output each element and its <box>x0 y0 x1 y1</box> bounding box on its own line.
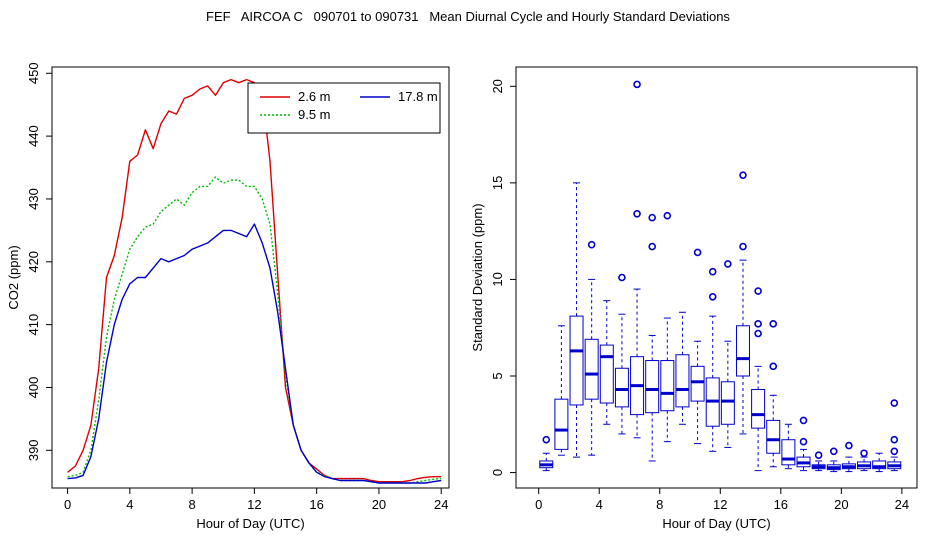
legend-label: 9.5 m <box>298 107 331 122</box>
line-chart-panel: 0 4 8 12 16 20 24 390 400 410 420 430 440 450 Hour of … <box>6 62 450 531</box>
sd-x-tick-label: 16 <box>774 497 788 512</box>
legend-label: 17.8 m <box>398 89 438 104</box>
series-line-9-5-m <box>67 176 442 484</box>
sd-y-tick-label: 0 <box>490 469 505 476</box>
box-outlier <box>663 211 672 220</box>
box-outlier <box>860 449 868 458</box>
box-outlier <box>739 171 747 179</box>
box-outlier <box>587 240 596 249</box>
box-iqr <box>569 315 584 406</box>
box-outlier <box>814 451 823 459</box>
box-iqr <box>599 344 614 404</box>
sd-x-tick-label: 12 <box>713 497 727 512</box>
co2-y-tick-label: 430 <box>26 188 41 210</box>
page-title: FEF AIRCOA C 090701 to 090731 Mean Diurn… <box>206 9 730 24</box>
co2-x-tick-label: 8 <box>189 497 196 512</box>
boxplot-panel: 0 4 8 12 16 20 24 0 5 10 15 20 Hour of Day (UTC) Stan… <box>470 66 918 531</box>
sd-x-tick-label: 24 <box>895 497 909 512</box>
box-outlier <box>618 273 626 282</box>
box-iqr <box>766 419 781 454</box>
box-outlier <box>890 399 899 407</box>
sd-x-tick-label: 20 <box>834 497 848 512</box>
box-outlier <box>799 416 808 425</box>
box-iqr <box>781 439 796 466</box>
box-outlier <box>724 260 732 268</box>
box-iqr <box>614 367 629 408</box>
legend-label: 2.6 m <box>298 89 331 104</box>
sd-y-tick-label: 15 <box>490 176 505 190</box>
sd-plot-frame <box>515 66 918 489</box>
co2-y-tick-label: 400 <box>26 377 41 399</box>
co2-x-tick-label: 20 <box>372 497 386 512</box>
box-outlier <box>542 435 551 444</box>
box-iqr <box>645 360 660 414</box>
box-iqr <box>872 460 887 470</box>
co2-x-axis-label: Hour of Day (UTC) <box>196 516 304 531</box>
co2-x-tick-label: 4 <box>126 497 133 512</box>
co2-y-tick-label: 440 <box>26 125 41 147</box>
box-outlier <box>754 287 762 295</box>
sd-y-tick-label: 20 <box>490 79 505 93</box>
box-iqr <box>690 365 705 402</box>
box-outlier <box>890 447 899 456</box>
series-line-2-6-m <box>67 78 442 483</box>
sd-x-tick-label: 4 <box>596 497 603 512</box>
box-outlier <box>708 293 717 301</box>
box-outlier <box>648 242 656 251</box>
co2-y-tick-label: 450 <box>26 62 41 84</box>
box-iqr <box>675 354 690 408</box>
box-outlier <box>633 80 641 89</box>
box-iqr <box>735 325 750 377</box>
sd-x-tick-label: 0 <box>535 497 542 512</box>
co2-y-axis-label: CO2 (ppm) <box>6 245 21 309</box>
sd-x-axis-label: Hour of Day (UTC) <box>662 516 770 531</box>
box-outlier <box>693 248 702 257</box>
co2-y-tick-label: 390 <box>26 439 41 461</box>
co2-plot-frame <box>51 66 450 489</box>
legend-box <box>247 82 441 134</box>
co2-x-tick-label: 0 <box>64 497 71 512</box>
box-outlier <box>633 209 641 218</box>
sd-y-tick-label: 5 <box>490 372 505 379</box>
box-outlier <box>754 320 762 328</box>
co2-x-tick-label: 12 <box>247 497 261 512</box>
box-outlier <box>799 437 808 446</box>
sd-x-tick-label: 8 <box>656 497 663 512</box>
co2-x-tick-label: 16 <box>309 497 323 512</box>
box-outlier <box>890 435 899 444</box>
box-outlier <box>754 329 762 338</box>
co2-y-tick-label: 410 <box>26 314 41 336</box>
co2-x-tick-label: 24 <box>434 497 448 512</box>
box-outlier <box>769 362 778 371</box>
box-iqr <box>720 381 735 425</box>
box-outlier <box>739 242 747 251</box>
sd-y-tick-label: 10 <box>490 272 505 286</box>
box-iqr <box>751 389 766 429</box>
series-line-17-8-m <box>67 223 442 484</box>
box-iqr <box>660 360 675 412</box>
box-iqr <box>554 398 569 450</box>
box-outlier <box>648 213 656 222</box>
box-iqr <box>584 338 599 400</box>
box-outlier <box>829 447 838 456</box>
co2-y-tick-label: 420 <box>26 251 41 273</box>
box-outlier <box>845 441 853 450</box>
sd-y-axis-label: Standard Deviation (ppm) <box>470 203 485 351</box>
box-outlier <box>708 267 717 276</box>
box-outlier <box>769 320 778 328</box>
